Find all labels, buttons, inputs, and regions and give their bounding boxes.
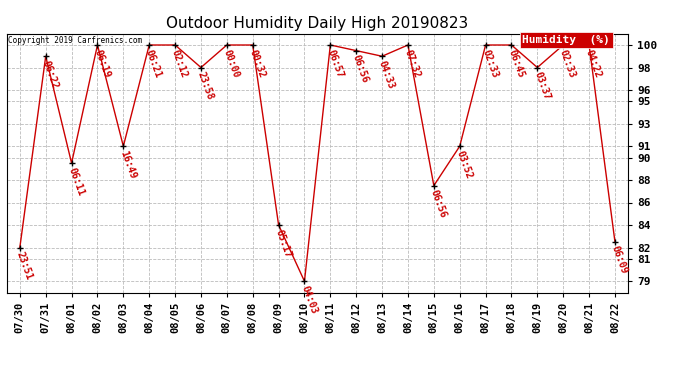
Text: 07:32: 07:32	[403, 48, 422, 79]
Text: 03:52: 03:52	[455, 149, 474, 180]
Text: 06:22: 06:22	[41, 59, 60, 90]
Text: 06:11: 06:11	[66, 166, 86, 197]
Text: 04:03: 04:03	[299, 284, 319, 315]
Text: Humidity  (%): Humidity (%)	[522, 35, 610, 45]
Text: 16:49: 16:49	[118, 149, 137, 180]
Text: 06:56: 06:56	[428, 188, 448, 219]
Text: 04:33: 04:33	[377, 59, 396, 90]
Text: Copyright 2019 Carfrenics.com: Copyright 2019 Carfrenics.com	[8, 36, 142, 45]
Text: 06:19: 06:19	[92, 48, 112, 79]
Text: 06:56: 06:56	[351, 53, 371, 84]
Text: 02:12: 02:12	[170, 48, 189, 79]
Text: 23:58: 23:58	[196, 70, 215, 101]
Text: 06:45: 06:45	[506, 48, 526, 79]
Text: 03:37: 03:37	[532, 70, 551, 101]
Text: 06:21: 06:21	[144, 48, 164, 79]
Title: Outdoor Humidity Daily High 20190823: Outdoor Humidity Daily High 20190823	[166, 16, 469, 31]
Text: 00:00: 00:00	[221, 48, 241, 79]
Text: 00:32: 00:32	[248, 48, 267, 79]
Text: 02:33: 02:33	[558, 48, 578, 79]
Text: 05:17: 05:17	[273, 228, 293, 259]
Text: 06:09: 06:09	[610, 244, 629, 276]
Text: 04:22: 04:22	[584, 48, 603, 79]
Text: 23:51: 23:51	[14, 250, 34, 281]
Text: 06:57: 06:57	[325, 48, 344, 79]
Text: 02:33: 02:33	[480, 48, 500, 79]
